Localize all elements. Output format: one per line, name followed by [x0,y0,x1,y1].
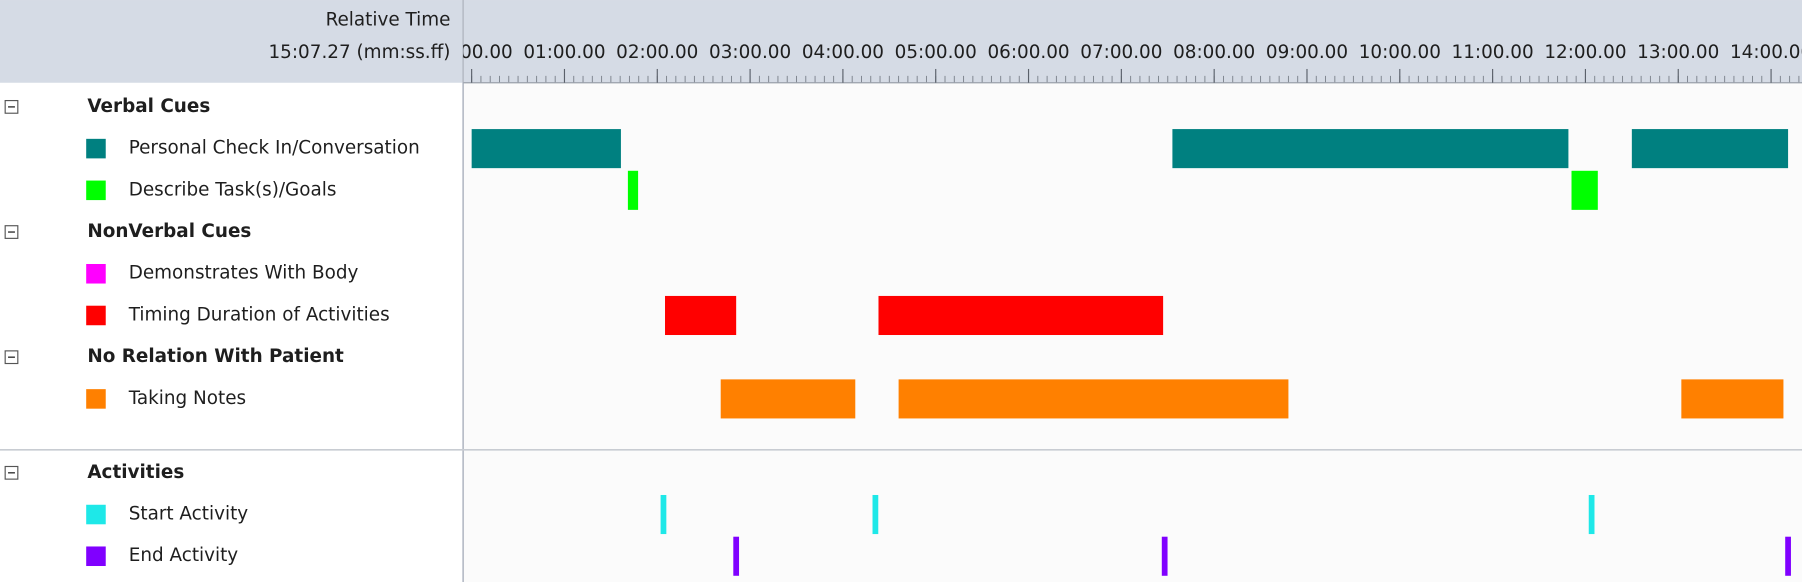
legend-swatch [86,504,106,525]
interval-bar [1571,170,1598,210]
legend-swatch [86,138,106,159]
row-label: Personal Check In/Conversation [129,138,420,159]
x-tick-label: 08:00.00 [1173,42,1255,63]
interval-bar [898,379,1289,419]
event-marker [1588,494,1595,535]
x-tick-label: 07:00.00 [1080,42,1162,63]
x-tick-label: 12:00.00 [1544,42,1626,63]
legend-swatch [86,389,106,409]
row-labels: Verbal Cues Personal Check In/Conversatio… [4,96,420,567]
group-label: NonVerbal Cues [87,221,251,242]
legend-swatch [86,305,106,326]
x-tick-label: 13:00.00 [1637,42,1719,63]
legend-swatch [86,263,106,284]
event-marker [733,536,740,576]
event-marker [1161,536,1168,576]
header-duration: 15:07.27 (mm:ss.ff) [268,42,450,63]
event-marker [660,494,667,535]
x-tick-label: 03:00.00 [709,42,791,63]
header [0,0,1802,83]
interval-bar [720,379,856,419]
event-marker [1785,536,1791,576]
interval-bar [627,170,639,210]
x-tick-label: 00:00.00 [431,42,513,63]
group-label: Activities [87,462,184,483]
x-tick-label: 06:00.00 [987,42,1069,63]
row-label: End Activity [129,545,239,566]
event-marker [872,494,879,535]
x-tick-label: 02:00.00 [616,42,698,63]
row-label: Describe Task(s)/Goals [129,179,337,200]
x-tick-label: 05:00.00 [895,42,977,63]
group-label: No Relation With Patient [87,346,344,367]
group-label: Verbal Cues [87,96,210,117]
row-label: Start Activity [129,504,249,525]
x-tick-label: 10:00.00 [1359,42,1441,63]
interval-bar [878,295,1164,336]
interval-bar [1172,129,1569,169]
interval-bar [1631,129,1789,169]
legend-swatch [86,546,106,567]
row-label: Demonstrates With Body [129,263,359,284]
interval-bar [665,295,737,336]
x-tick-label: 11:00.00 [1452,42,1534,63]
header-title: Relative Time [326,10,451,31]
interval-bar [471,129,621,169]
x-tick-label: 14:00.00 [1730,42,1802,63]
legend-swatch [86,180,106,201]
row-label: Timing Duration of Activities [128,304,390,325]
plot: 00:00.00 01:00.00 02:00.00 03:00.00 04:00.00… [431,42,1802,576]
x-tick-label: 01:00.00 [523,42,605,63]
x-tick-label: 04:00.00 [802,42,884,63]
interval-bar [1681,379,1784,419]
row-label: Taking Notes [128,388,246,409]
x-tick-label: 09:00.00 [1266,42,1348,63]
